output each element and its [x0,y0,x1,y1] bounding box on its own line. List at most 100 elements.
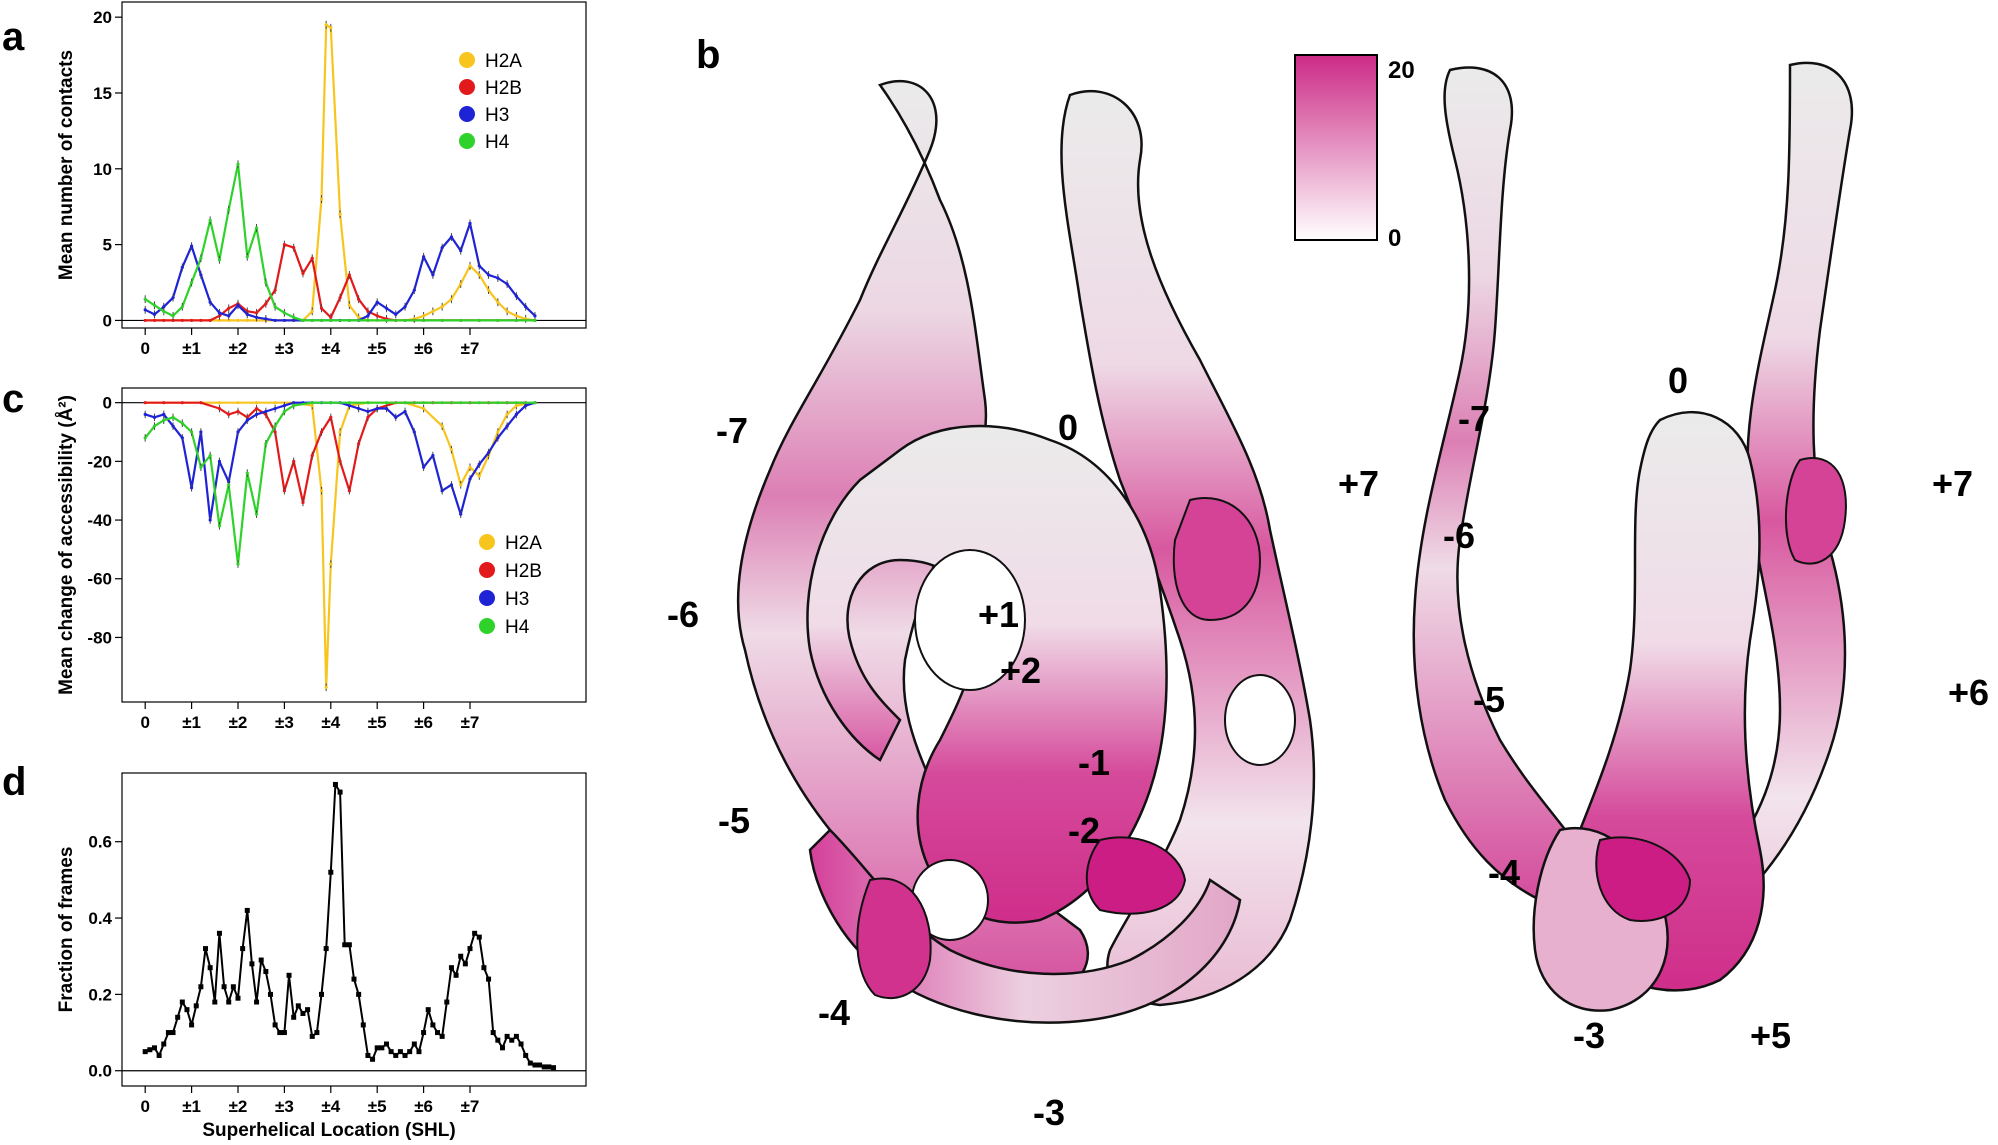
data-point [143,318,147,323]
data-point [212,999,218,1005]
data-point [198,984,204,990]
data-point [199,430,203,434]
data-point [199,256,203,260]
x-tick-label: ±6 [414,1097,433,1116]
data-point [514,401,519,405]
series-line-H4 [144,401,535,566]
data-point [264,442,268,446]
data-point [291,1014,297,1020]
data-point [282,489,286,493]
data-point [379,1045,385,1051]
data-point [393,1052,399,1058]
data-point [203,946,209,952]
series-line-H2A [145,23,536,322]
panel-letter-d: d [2,760,26,804]
y-axis-title: Mean number of contacts [56,50,77,280]
series-line-fraction [144,783,554,1069]
data-point [505,424,509,428]
data-point [459,512,463,516]
data-point [264,409,268,414]
shl-label: +2 [1000,650,1041,691]
legend-label-H2B: H2B [485,78,522,99]
data-point [171,296,175,300]
data-point [402,1052,408,1058]
legend-label-H2A: H2A [485,51,522,72]
data-point [301,318,305,323]
data-point [300,1010,306,1016]
data-point [180,318,184,323]
data-point [509,1037,515,1043]
data-point [319,318,324,323]
data-point [468,264,472,268]
legend-marker-H2A [459,52,475,68]
data-point [226,999,232,1005]
data-point [449,235,454,239]
data-point [281,1030,287,1036]
series-line-H2A [145,401,536,689]
data-point [411,1041,417,1047]
x-tick-label: ±1 [182,713,201,732]
data-point [152,312,157,316]
y-tick-label: 0.2 [88,985,112,1004]
data-point [286,972,292,978]
data-point [324,23,328,27]
data-point [347,273,351,277]
y-tick-label: 20 [93,8,112,27]
data-point [505,412,509,417]
data-point [282,404,286,408]
dna-right-view-hotspot [1595,836,1692,922]
data-point [537,1062,543,1068]
data-point [504,1033,510,1039]
data-point [532,1062,538,1068]
data-point [481,965,487,971]
data-point [305,1007,311,1013]
data-point [351,976,357,982]
data-point [459,282,463,286]
x-tick-label: ±4 [321,1097,340,1116]
data-point [142,1049,148,1055]
data-point [319,197,324,201]
data-point [439,1033,445,1039]
data-point [444,999,450,1005]
data-point [277,1030,283,1036]
data-point [162,401,166,405]
x-tick-label: 0 [140,713,149,732]
data-point [431,273,435,277]
legend-label-H4: H4 [505,617,530,638]
data-point [329,562,333,566]
data-point [467,946,473,952]
legend-label-H4: H4 [485,132,510,153]
plot-frame [121,1,587,329]
shl-label: -7 [716,410,748,451]
legend-marker-H3 [479,590,495,606]
data-point [245,471,249,475]
data-point [282,318,286,323]
x-tick-label: 0 [140,339,149,358]
data-point [273,406,277,411]
data-point [301,271,305,276]
data-point [496,401,500,405]
legend-marker-H2B [479,562,495,578]
data-point [180,421,184,425]
x-axis-title: Superhelical Location (SHL) [202,1120,455,1141]
data-point [496,318,500,323]
data-point [366,314,370,318]
data-point [267,991,273,997]
chart-contacts: 0 5 10 15 20 0 ±1 ±2 ±3 ±4 ±5 ±6 ±7 Mean number of co… [56,1,587,358]
data-point [347,401,351,405]
data-point [449,448,454,452]
data-point [388,1049,394,1055]
data-point [156,1052,162,1058]
x-tick-label: ±4 [321,339,340,358]
data-point [310,401,314,405]
data-point [310,453,314,458]
data-point [236,430,240,434]
y-tick-label: 0 [103,394,112,413]
data-point [190,244,194,248]
data-point [324,685,328,689]
data-point [199,465,203,469]
data-point [152,303,157,307]
data-point [292,404,296,408]
data-point [190,318,194,323]
data-point [319,489,324,493]
